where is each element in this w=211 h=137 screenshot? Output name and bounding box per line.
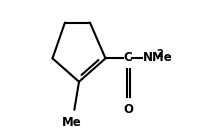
- Text: C: C: [124, 51, 133, 64]
- Text: 2: 2: [156, 49, 163, 59]
- Text: O: O: [123, 103, 133, 116]
- Text: Me: Me: [62, 116, 82, 129]
- Text: NMe: NMe: [143, 51, 172, 64]
